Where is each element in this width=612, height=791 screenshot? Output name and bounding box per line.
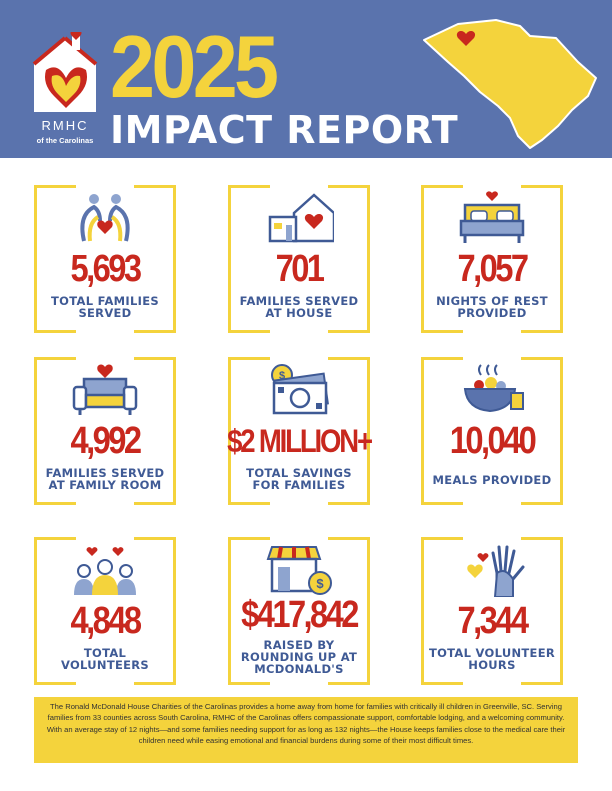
report-year: 2025 — [110, 17, 279, 116]
stat-value: 7,344 — [457, 600, 529, 642]
footer-description: The Ronald McDonald House Charities of t… — [34, 697, 578, 763]
stat-card-meals: 10,040 MEALS PROVIDED — [421, 357, 563, 505]
sofa-icon — [72, 364, 138, 415]
stat-label: FAMILIES SERVED AT FAMILY ROOM — [45, 466, 165, 492]
stat-label: TOTAL VOLUNTEERS — [60, 646, 150, 672]
money-savings-icon: $ — [271, 364, 329, 415]
meal-bowl-icon — [463, 364, 524, 413]
rmhc-house-logo-icon — [32, 32, 98, 112]
stat-card-nights-of-rest: 7,057 NIGHTS OF REST PROVIDED — [421, 185, 563, 333]
logo-name: RMHC — [41, 118, 89, 133]
stat-card-total-savings: $ $2 MILLION+ TOTAL SAVINGS FOR FAMILIES — [227, 357, 373, 505]
stat-card-total-families: 5,693 TOTAL FAMILIES SERVED — [34, 185, 176, 333]
stat-label: NIGHTS OF REST PROVIDED — [436, 294, 548, 320]
stat-card-volunteers: 4,848 TOTAL VOLUNTEERS — [34, 537, 176, 685]
stat-label: TOTAL VOLUNTEER HOURS — [428, 646, 556, 672]
stat-value: 7,057 — [457, 248, 529, 290]
stat-label: MEALS PROVIDED — [432, 473, 552, 487]
volunteers-icon — [74, 547, 136, 595]
stat-card-family-room: 4,992 FAMILIES SERVED AT FAMILY ROOM — [34, 357, 176, 505]
bed-icon — [459, 191, 525, 243]
stat-value: 701 — [275, 248, 325, 290]
stat-value: $2 MILLION+ — [227, 423, 373, 459]
header-banner: RMHC of the Carolinas 2025 IMPACT REPORT — [0, 0, 612, 158]
logo-subtitle: of the Carolinas — [36, 136, 94, 145]
stat-value: 4,848 — [70, 600, 142, 642]
store-coin-icon: $ — [266, 546, 332, 595]
raised-hand-icon — [467, 545, 525, 597]
house-heart-icon — [268, 193, 334, 243]
stat-card-volunteer-hours: 7,344 TOTAL VOLUNTEER HOURS — [421, 537, 563, 685]
stat-value: 10,040 — [449, 420, 537, 462]
stat-card-families-at-house: 701 FAMILIES SERVED AT HOUSE — [228, 185, 370, 333]
stat-label: TOTAL SAVINGS FOR FAMILIES — [246, 466, 352, 492]
svg-text:$: $ — [316, 576, 324, 591]
stat-value: 4,992 — [70, 420, 142, 462]
report-title: IMPACT REPORT — [110, 108, 459, 152]
rmhc-logo: RMHC of the Carolinas — [12, 18, 118, 154]
stat-label: RAISED BY ROUNDING UP AT MCDONALD'S — [240, 638, 358, 676]
stat-label: TOTAL FAMILIES SERVED — [51, 294, 159, 320]
family-heart-icon — [80, 194, 130, 242]
stat-card-round-up: $ $417,842 RAISED BY ROUNDING UP AT MCDONA… — [228, 537, 370, 685]
stat-value: 5,693 — [70, 248, 142, 290]
south-carolina-map-icon — [423, 19, 597, 149]
stat-label: FAMILIES SERVED AT HOUSE — [239, 294, 359, 320]
svg-text:$: $ — [279, 370, 285, 382]
stat-value: $417,842 — [241, 594, 359, 636]
